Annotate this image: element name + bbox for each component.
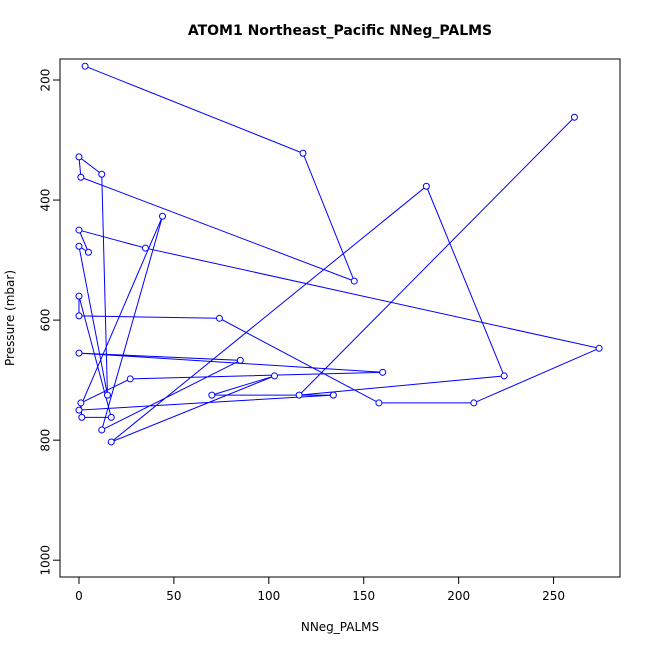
data-point — [75, 349, 83, 357]
data-point — [422, 182, 430, 190]
data-point — [271, 372, 279, 380]
y-tick-label: 400 — [39, 189, 53, 212]
data-point — [75, 406, 83, 414]
y-tick-label: 800 — [39, 429, 53, 452]
data-point — [375, 399, 383, 407]
data-point — [75, 153, 83, 161]
data-point — [107, 413, 115, 421]
data-point — [103, 391, 111, 399]
data-point — [75, 242, 83, 250]
data-point — [570, 113, 578, 121]
data-point — [470, 399, 478, 407]
data-point — [159, 212, 167, 220]
data-point — [78, 413, 86, 421]
y-axis-label: Pressure (mbar) — [3, 270, 17, 366]
data-point — [126, 375, 134, 383]
y-tick-label: 1000 — [39, 545, 53, 576]
data-point — [595, 344, 603, 352]
x-tick-label: 0 — [75, 589, 83, 603]
x-tick-label: 150 — [352, 589, 375, 603]
data-point — [329, 391, 337, 399]
data-point — [77, 173, 85, 181]
data-point — [107, 438, 115, 446]
data-point — [141, 244, 149, 252]
data-point — [98, 170, 106, 178]
data-point — [379, 368, 387, 376]
data-point — [350, 277, 358, 285]
data-point — [215, 314, 223, 322]
chart-title: ATOM1 Northeast_Pacific NNeg_PALMS — [188, 23, 492, 39]
x-axis-label: NNeg_PALMS — [301, 620, 379, 634]
data-point — [500, 372, 508, 380]
x-tick-label: 200 — [447, 589, 470, 603]
x-tick-label: 250 — [542, 589, 565, 603]
data-point — [84, 248, 92, 256]
x-tick-label: 50 — [166, 589, 181, 603]
data-point — [299, 149, 307, 157]
data-point — [208, 391, 216, 399]
y-tick-label: 600 — [39, 309, 53, 332]
data-point — [75, 292, 83, 300]
data-point — [77, 399, 85, 407]
data-point — [295, 391, 303, 399]
data-point — [75, 226, 83, 234]
data-point — [81, 62, 89, 70]
data-point — [236, 356, 244, 364]
x-tick-label: 100 — [257, 589, 280, 603]
y-tick-label: 200 — [39, 69, 53, 92]
data-point — [98, 426, 106, 434]
data-point — [75, 312, 83, 320]
